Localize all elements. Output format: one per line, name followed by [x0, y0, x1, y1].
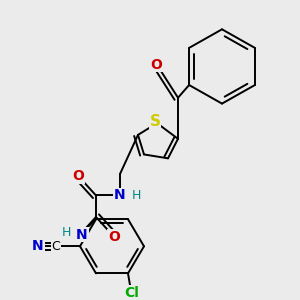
Text: O: O	[72, 169, 84, 183]
Text: C: C	[52, 240, 60, 253]
Text: N: N	[32, 239, 44, 253]
Text: N: N	[76, 228, 88, 242]
Text: O: O	[150, 58, 162, 71]
Text: S: S	[149, 114, 161, 129]
Text: H: H	[61, 226, 71, 239]
Text: Cl: Cl	[124, 286, 140, 300]
Text: N: N	[114, 188, 126, 203]
Text: O: O	[108, 230, 120, 244]
Text: H: H	[131, 189, 141, 202]
